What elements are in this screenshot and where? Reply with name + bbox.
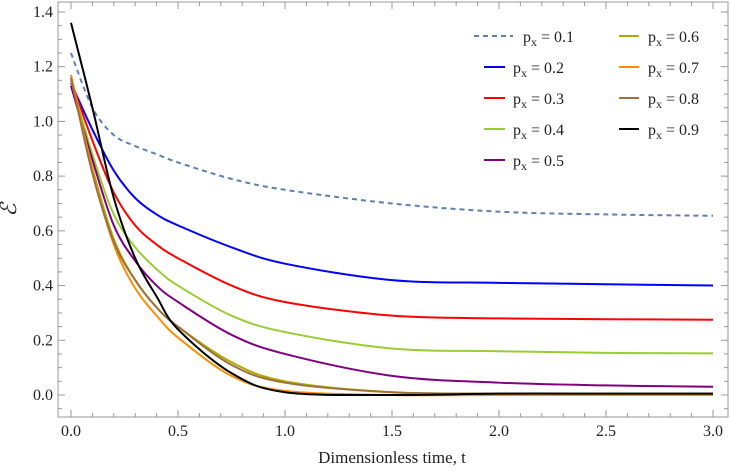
legend-label-3: px = 0.3 <box>513 91 564 111</box>
legend-label-value: = 0.5 <box>527 153 564 170</box>
series-line-2 <box>70 82 714 287</box>
y-tick-label: 0.2 <box>33 332 53 349</box>
series-lines <box>70 22 714 397</box>
x-tick-label: 3.0 <box>703 423 723 440</box>
series-line-5 <box>70 85 714 388</box>
x-axis-label: Dimensionless time, t <box>318 448 466 467</box>
series-line-3 <box>70 80 714 321</box>
legend-label-sub: x <box>656 66 662 80</box>
y-tick-label: 0.6 <box>33 223 53 240</box>
y-tick-label: 1.0 <box>33 113 53 130</box>
legend-label-value: = 0.7 <box>662 60 699 77</box>
legend-label-value: = 0.4 <box>527 122 564 139</box>
x-tick-label: 1.5 <box>382 423 402 440</box>
x-tick-label: 1.0 <box>275 423 295 440</box>
x-tick-label: 0.0 <box>61 423 81 440</box>
legend-label-4: px = 0.4 <box>513 122 564 142</box>
y-tick-label: 0.8 <box>33 168 53 185</box>
legend-label-sub: x <box>521 159 527 173</box>
legend-label-main: p <box>648 122 656 139</box>
legend-label-main: p <box>648 29 656 46</box>
legend-label-value: = 0.3 <box>527 91 564 108</box>
legend: px = 0.1px = 0.2px = 0.3px = 0.4px = 0.5… <box>474 29 699 173</box>
legend-label-6: px = 0.6 <box>648 29 699 49</box>
legend-label-sub: x <box>521 97 527 111</box>
legend-label-2: px = 0.2 <box>513 60 564 80</box>
legend-label-main: p <box>513 122 521 139</box>
legend-label-sub: x <box>656 128 662 142</box>
series-line-7 <box>70 74 713 397</box>
legend-label-1: px = 0.1 <box>523 29 574 49</box>
legend-label-5: px = 0.5 <box>513 153 564 173</box>
legend-label-main: p <box>648 91 656 108</box>
y-tick-label: 1.2 <box>33 59 53 76</box>
x-tick-label: 2.0 <box>489 423 509 440</box>
legend-label-value: = 0.9 <box>662 122 699 139</box>
series-line-8 <box>70 77 713 395</box>
legend-label-sub: x <box>656 97 662 111</box>
legend-label-value: = 0.6 <box>662 29 699 46</box>
legend-label-sub: x <box>521 66 527 80</box>
legend-label-main: p <box>523 29 531 46</box>
series-line-4 <box>70 80 714 355</box>
legend-label-value: = 0.2 <box>527 60 564 77</box>
y-tick-label: 0.0 <box>33 387 53 404</box>
legend-label-main: p <box>513 60 521 77</box>
x-tick-label: 2.5 <box>596 423 616 440</box>
y-axis-label: ℰ <box>0 201 21 217</box>
legend-label-9: px = 0.9 <box>648 122 699 142</box>
y-tick-label: 0.4 <box>33 278 53 295</box>
legend-label-main: p <box>648 60 656 77</box>
legend-label-sub: x <box>531 35 537 49</box>
legend-label-main: p <box>513 153 521 170</box>
legend-label-7: px = 0.7 <box>648 60 699 80</box>
y-tick-label: 1.4 <box>33 4 53 21</box>
series-line-1 <box>70 52 714 217</box>
legend-label-8: px = 0.8 <box>648 91 699 111</box>
legend-label-main: p <box>513 91 521 108</box>
axes-frame <box>57 1 729 418</box>
legend-label-value: = 0.1 <box>537 29 574 46</box>
tick-marks: 0.0 0.5 1.0 1.5 2.0 2.5 3.0 0.0 0.2 0.4 0.6 0.8 1.0 1… <box>33 2 728 440</box>
series-line-6 <box>70 77 713 395</box>
plot-frame <box>57 1 729 418</box>
legend-label-sub: x <box>521 128 527 142</box>
series-line-9 <box>70 22 713 397</box>
legend-label-sub: x <box>656 35 662 49</box>
x-tick-label: 0.5 <box>168 423 188 440</box>
legend-label-value: = 0.8 <box>662 91 699 108</box>
